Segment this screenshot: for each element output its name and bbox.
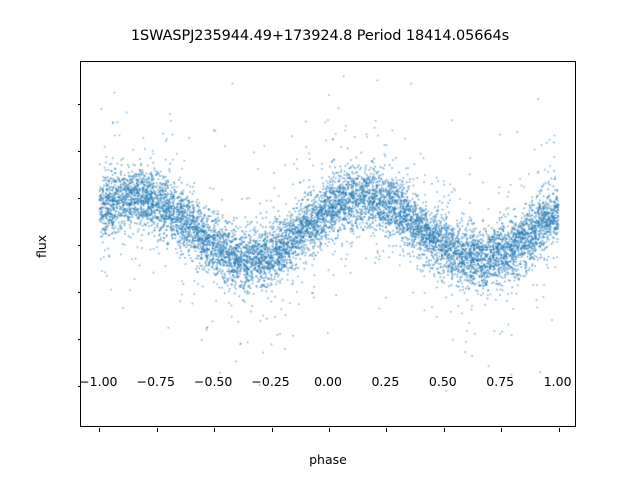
x-tick-label: 0.75 <box>486 374 515 389</box>
y-tick-mark <box>77 291 81 293</box>
x-tick-mark <box>271 428 273 432</box>
x-tick-label: 1.00 <box>543 374 572 389</box>
x-tick-label: 0.00 <box>314 374 342 389</box>
x-tick-label: −0.50 <box>194 374 233 389</box>
y-tick-mark <box>77 385 81 387</box>
y-tick-mark <box>77 104 81 106</box>
y-tick-mark <box>77 245 81 246</box>
x-tick-label: −0.75 <box>136 374 175 389</box>
x-tick-mark <box>386 428 388 432</box>
x-tick-label: −1.00 <box>79 374 118 389</box>
x-tick-mark <box>214 428 216 432</box>
plot-axes <box>77 61 577 432</box>
x-tick-mark <box>156 428 158 432</box>
x-tick-mark <box>501 428 503 432</box>
x-axis-label: phase <box>309 452 347 467</box>
y-tick-mark <box>77 151 81 153</box>
y-tick-mark <box>77 338 81 340</box>
x-tick-mark <box>329 428 330 432</box>
x-tick-mark <box>443 428 445 432</box>
x-tick-mark <box>558 428 560 432</box>
x-tick-label: 0.25 <box>371 374 400 389</box>
x-tick-label: 0.50 <box>428 374 457 389</box>
y-tick-mark <box>77 198 81 200</box>
y-axis-label: flux <box>34 234 49 258</box>
scatter-points-layer <box>81 62 577 428</box>
chart-title: 1SWASPJ235944.49+173924.8 Period 18414.0… <box>130 28 510 44</box>
x-tick-label: −0.25 <box>251 374 290 389</box>
x-tick-mark <box>99 428 101 432</box>
